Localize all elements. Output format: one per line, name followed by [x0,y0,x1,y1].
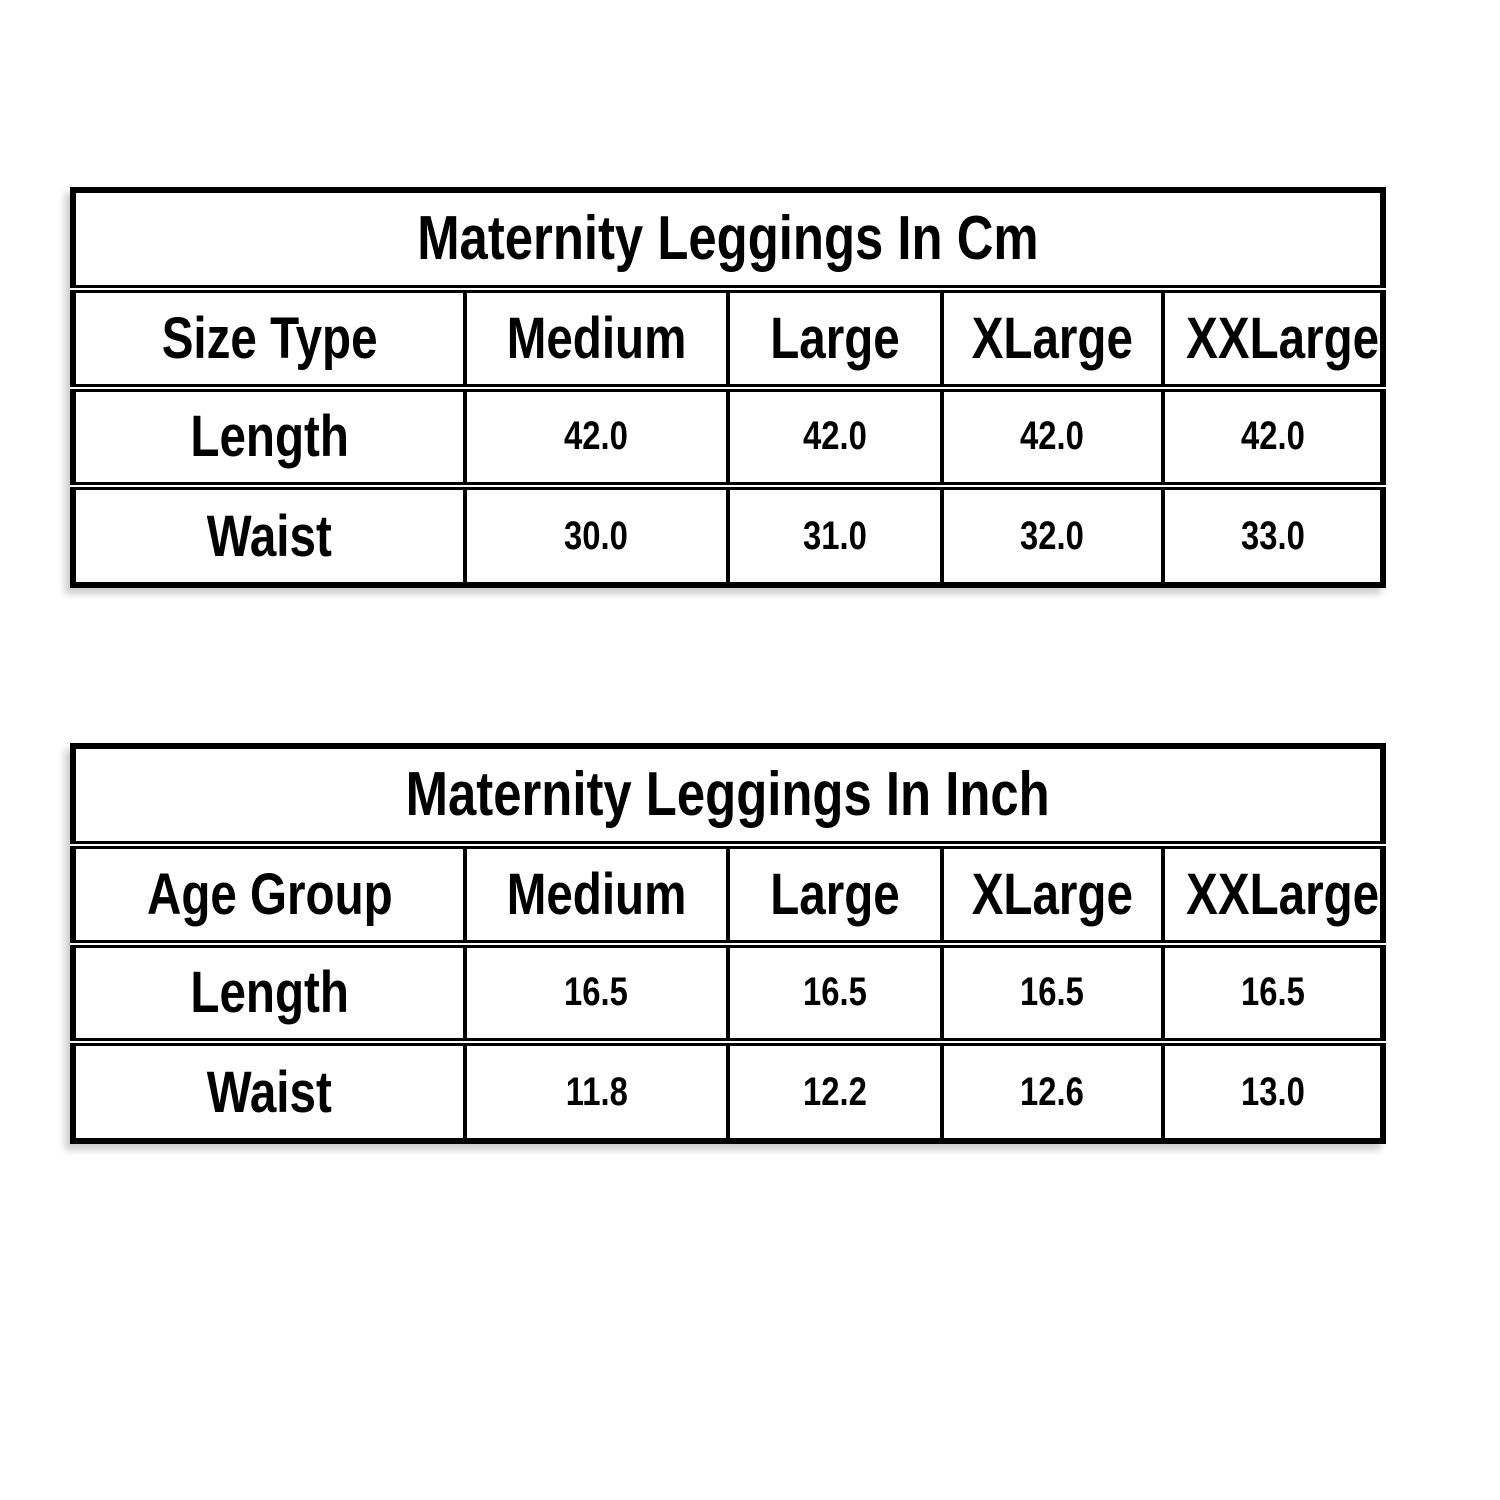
cell-length-medium: 16.5 [462,939,728,1043]
row-label-waist-text: Waist [206,503,332,569]
column-header-medium-text: Medium [506,305,687,371]
column-header-medium: Medium [462,840,728,944]
cell-length-xlarge: 16.5 [939,939,1163,1043]
cell-length-medium: 42.0 [462,383,728,487]
cell-value: 42.0 [802,414,867,459]
cell-waist-xxlarge: 33.0 [1160,482,1383,585]
cell-value: 16.5 [1020,970,1085,1015]
cell-waist-medium: 30.0 [462,482,728,585]
row-label-length-text: Length [190,404,349,470]
cell-value: 16.5 [564,970,629,1015]
table-title-inch-text: Maternity Leggings In Inch [405,760,1051,830]
cell-value: 31.0 [802,513,867,558]
cell-value: 32.0 [1020,513,1085,558]
column-header-age-group: Age Group [73,840,465,944]
cell-value: 11.8 [565,1069,628,1114]
cell-waist-xxlarge: 13.0 [1160,1038,1383,1141]
table-row: Waist 30.0 31.0 32.0 33.0 [73,482,1383,585]
column-header-medium: Medium [462,284,728,388]
cell-length-xxlarge: 16.5 [1160,939,1383,1043]
size-chart-table-cm: Maternity Leggings In Cm Size Type Mediu… [70,187,1386,588]
column-header-xlarge-text: XLarge [971,305,1133,371]
cell-value: 30.0 [564,513,629,558]
row-label-length: Length [73,383,465,487]
column-header-xxlarge-text: XXLarge [1186,305,1380,371]
cell-value: 12.6 [1020,1069,1085,1114]
column-header-xlarge: XLarge [939,840,1163,944]
column-header-xlarge-text: XLarge [971,861,1133,927]
size-chart-table-inch: Maternity Leggings In Inch Age Group Med… [70,743,1386,1144]
column-header-xxlarge: XXLarge [1160,284,1383,388]
size-table-cm: Maternity Leggings In Cm Size Type Mediu… [70,187,1386,588]
table-title-cm-text: Maternity Leggings In Cm [417,204,1039,274]
column-header-large: Large [725,284,942,388]
cell-waist-medium: 11.8 [462,1038,728,1141]
column-header-xlarge: XLarge [939,284,1163,388]
cell-waist-large: 31.0 [725,482,942,585]
cell-value: 13.0 [1240,1069,1305,1114]
column-header-age-group-text: Age Group [146,861,393,927]
column-header-large-text: Large [769,861,900,927]
column-header-size-type: Size Type [73,284,465,388]
cell-length-large: 42.0 [725,383,942,487]
table-row: Waist 11.8 12.2 12.6 13.0 [73,1038,1383,1141]
column-header-medium-text: Medium [506,861,687,927]
cell-value: 33.0 [1240,513,1305,558]
cell-waist-xlarge: 32.0 [939,482,1163,585]
row-label-waist: Waist [73,1038,465,1141]
table-title-cm: Maternity Leggings In Cm [73,190,1383,289]
row-label-length-text: Length [190,960,349,1026]
row-label-waist: Waist [73,482,465,585]
column-header-large: Large [725,840,942,944]
column-header-xxlarge: XXLarge [1160,840,1383,944]
cell-value: 16.5 [802,970,867,1015]
cell-value: 42.0 [564,414,629,459]
cell-length-xlarge: 42.0 [939,383,1163,487]
table-row: Length 16.5 16.5 16.5 16.5 [73,939,1383,1043]
row-label-length: Length [73,939,465,1043]
cell-length-xxlarge: 42.0 [1160,383,1383,487]
cell-value: 42.0 [1020,414,1085,459]
cell-waist-large: 12.2 [725,1038,942,1141]
cell-length-large: 16.5 [725,939,942,1043]
column-header-xxlarge-text: XXLarge [1186,861,1380,927]
cell-value: 42.0 [1240,414,1305,459]
cell-waist-xlarge: 12.6 [939,1038,1163,1141]
size-table-inch: Maternity Leggings In Inch Age Group Med… [70,743,1386,1144]
column-header-size-type-text: Size Type [161,305,378,371]
column-header-large-text: Large [769,305,900,371]
table-row: Length 42.0 42.0 42.0 42.0 [73,383,1383,487]
cell-value: 12.2 [802,1069,867,1114]
cell-value: 16.5 [1240,970,1305,1015]
row-label-waist-text: Waist [206,1059,332,1125]
table-title-inch: Maternity Leggings In Inch [73,746,1383,845]
